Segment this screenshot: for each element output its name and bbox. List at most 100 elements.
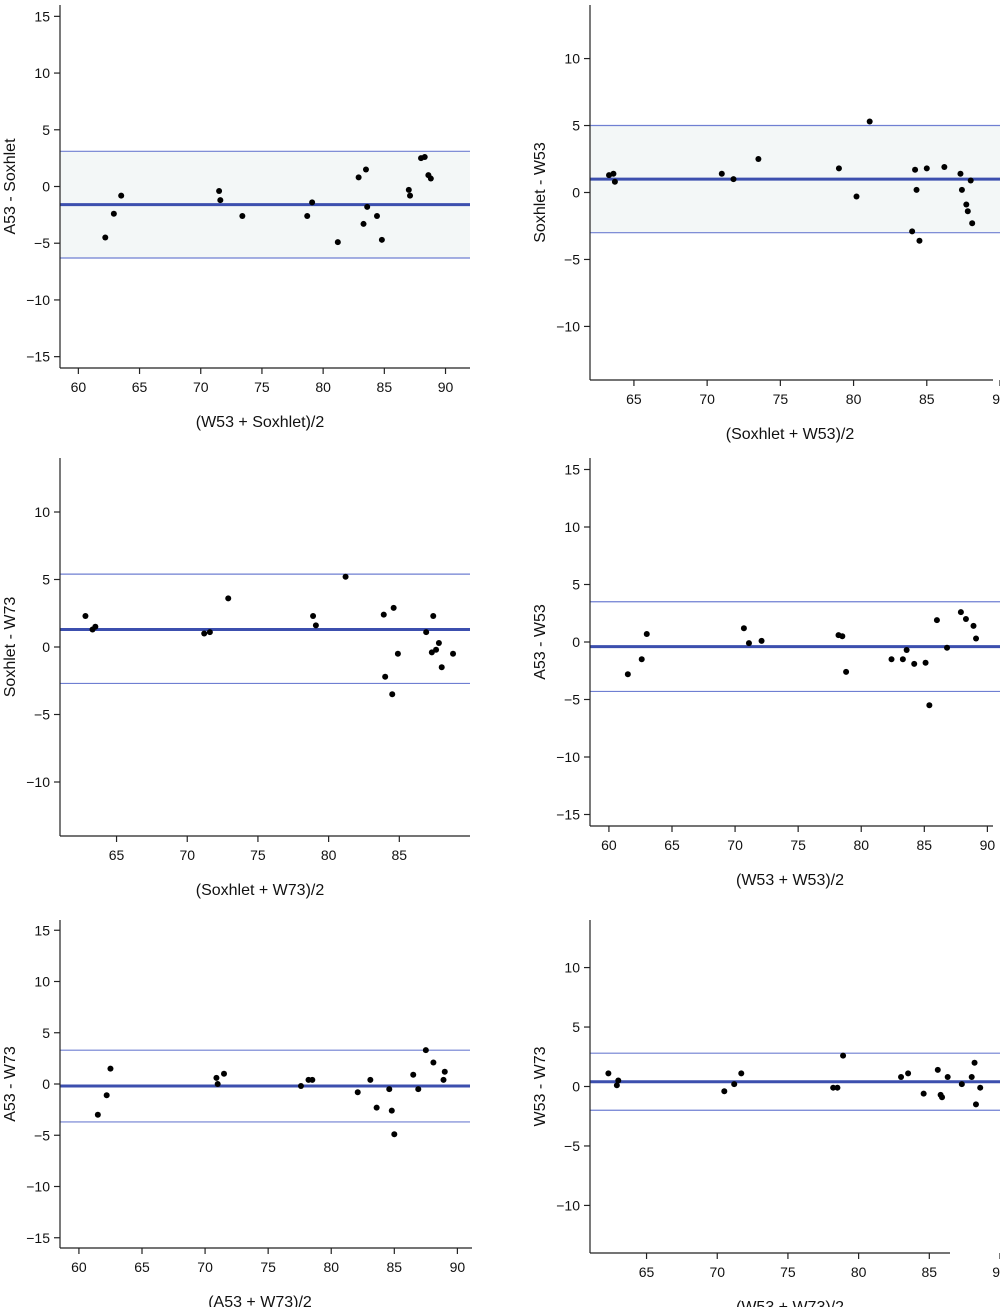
data-point bbox=[731, 1081, 738, 1088]
data-point bbox=[745, 640, 752, 647]
data-point bbox=[912, 166, 919, 173]
x-tick-label: 70 bbox=[193, 379, 209, 395]
y-axis-title: Soxhlet - W73 bbox=[2, 597, 19, 698]
data-point bbox=[610, 170, 617, 177]
data-point bbox=[394, 650, 401, 657]
data-point bbox=[958, 1081, 965, 1088]
x-tick-label: 90 bbox=[450, 1259, 466, 1275]
x-tick-label: 60 bbox=[71, 1259, 87, 1275]
x-tick-label: 65 bbox=[132, 379, 148, 395]
data-point bbox=[944, 1073, 951, 1080]
data-point bbox=[110, 210, 117, 217]
x-tick-label: 65 bbox=[109, 847, 125, 863]
x-axis-title: (Soxhlet + W73)/2 bbox=[196, 882, 325, 899]
data-point bbox=[913, 186, 920, 193]
y-tick-label: 10 bbox=[564, 519, 580, 535]
y-tick-label: −5 bbox=[34, 707, 50, 723]
y-tick-label: −10 bbox=[26, 1179, 50, 1195]
data-point bbox=[967, 177, 974, 184]
x-tick-label: 75 bbox=[773, 391, 789, 407]
y-tick-label: 5 bbox=[42, 1025, 50, 1041]
data-point bbox=[903, 647, 910, 654]
data-point bbox=[923, 165, 930, 172]
x-axis-title: (W53 + W73)/2 bbox=[736, 1299, 844, 1307]
y-tick-label: 0 bbox=[572, 634, 580, 650]
data-point bbox=[840, 1052, 847, 1059]
y-tick-label: 5 bbox=[572, 118, 580, 134]
data-point bbox=[362, 166, 369, 173]
data-point bbox=[221, 1070, 227, 1077]
data-point bbox=[214, 1081, 221, 1087]
y-tick-label: −10 bbox=[26, 774, 50, 790]
data-point bbox=[102, 234, 109, 241]
data-point bbox=[103, 1092, 110, 1099]
y-tick-label: −15 bbox=[26, 1230, 50, 1246]
y-tick-label: 5 bbox=[42, 122, 50, 138]
data-point bbox=[730, 176, 737, 183]
y-tick-label: −10 bbox=[26, 292, 50, 308]
data-point bbox=[310, 612, 317, 619]
data-point bbox=[718, 170, 725, 177]
data-point bbox=[962, 616, 969, 622]
x-tick-label: 80 bbox=[315, 379, 331, 395]
data-point bbox=[643, 630, 650, 637]
x-tick-label: 65 bbox=[134, 1259, 150, 1275]
data-point bbox=[304, 212, 311, 219]
x-tick-label: 70 bbox=[699, 391, 715, 407]
y-tick-label: 0 bbox=[42, 179, 50, 195]
x-tick-label: 90 bbox=[980, 837, 996, 853]
x-tick-label: 80 bbox=[323, 1259, 339, 1275]
data-point bbox=[82, 612, 89, 619]
data-point bbox=[201, 630, 208, 637]
data-point bbox=[342, 573, 349, 580]
data-point bbox=[430, 612, 437, 619]
data-point bbox=[611, 178, 618, 185]
y-tick-label: 0 bbox=[42, 639, 50, 655]
x-tick-label: 75 bbox=[254, 379, 270, 395]
data-point bbox=[390, 604, 397, 611]
x-tick-label: 80 bbox=[853, 837, 869, 853]
y-tick-label: −10 bbox=[556, 1197, 580, 1213]
data-point bbox=[964, 208, 971, 215]
data-point bbox=[957, 609, 964, 616]
x-tick-label: 80 bbox=[851, 1264, 867, 1280]
y-axis-title: A53 - W53 bbox=[532, 604, 549, 680]
y-tick-label: 15 bbox=[564, 462, 580, 478]
y-tick-label: 10 bbox=[34, 504, 50, 520]
data-point bbox=[909, 228, 916, 235]
data-point bbox=[920, 1090, 927, 1097]
data-point bbox=[721, 1088, 728, 1095]
data-point bbox=[410, 1071, 417, 1078]
data-point bbox=[834, 1084, 841, 1091]
chart-panel-6: −10 −5 0 5 10 65 70 75 80 85 90 (W53 + W73)/2 W53 - … bbox=[532, 920, 1000, 1307]
y-axis-title: A53 - W73 bbox=[2, 1046, 19, 1122]
x-tick-label: 75 bbox=[250, 847, 266, 863]
data-point bbox=[969, 220, 976, 227]
y-tick-label: 15 bbox=[34, 922, 50, 938]
data-point bbox=[971, 1059, 978, 1066]
data-point bbox=[843, 668, 850, 675]
y-tick-label: 0 bbox=[572, 185, 580, 201]
x-axis-title: (Soxhlet + W53)/2 bbox=[726, 426, 855, 443]
data-point bbox=[438, 664, 445, 671]
data-point bbox=[934, 1066, 941, 1073]
data-point bbox=[835, 165, 842, 172]
data-point bbox=[94, 1111, 101, 1118]
x-tick-label: 90 bbox=[992, 1264, 1000, 1280]
data-point bbox=[92, 623, 99, 630]
chart-panel-3: −10 −5 0 5 10 65 70 75 80 85 (Soxhlet + W73)/2 Soxh… bbox=[2, 458, 470, 899]
y-tick-label: 0 bbox=[42, 1076, 50, 1092]
data-point bbox=[944, 644, 951, 651]
data-point bbox=[354, 1089, 361, 1096]
chart-panel-4: −15 −10 −5 0 5 10 15 60 65 70 75 80 85 90 (W53 + W53)/… bbox=[532, 458, 1000, 889]
y-tick-label: −5 bbox=[564, 1138, 580, 1154]
data-point bbox=[422, 1047, 429, 1054]
data-point bbox=[624, 671, 631, 678]
data-point bbox=[605, 1070, 612, 1077]
y-tick-label: 10 bbox=[34, 974, 50, 990]
x-tick-label: 70 bbox=[179, 847, 195, 863]
x-tick-label: 75 bbox=[260, 1259, 276, 1275]
x-tick-label: 90 bbox=[992, 391, 1000, 407]
x-tick-label: 70 bbox=[727, 837, 743, 853]
